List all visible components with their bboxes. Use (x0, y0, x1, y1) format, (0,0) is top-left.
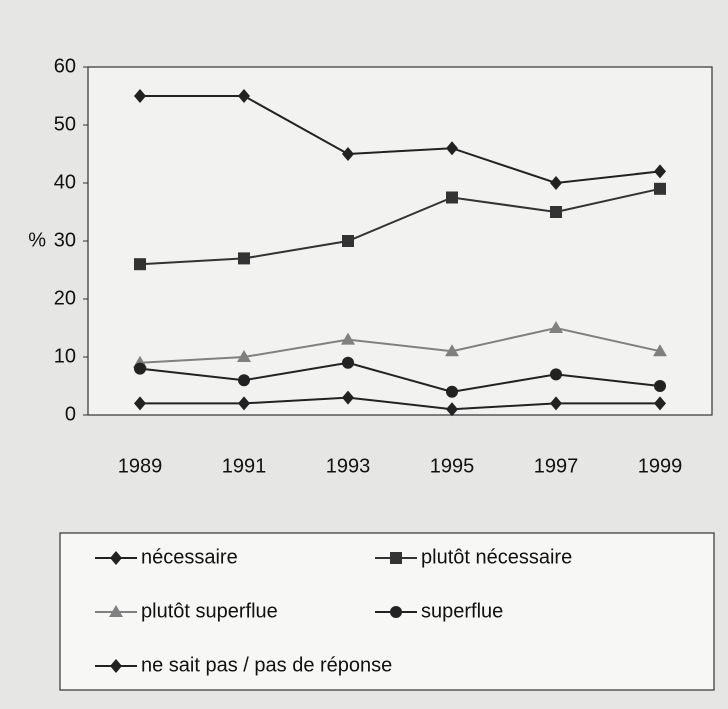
y-tick-label: 60 (54, 55, 76, 77)
y-tick-label: 40 (54, 171, 76, 193)
marker (446, 141, 458, 156)
marker (342, 235, 354, 247)
marker (550, 176, 562, 190)
marker (654, 396, 666, 411)
marker (550, 206, 562, 218)
legend-label: plutôt superflue (141, 600, 278, 622)
marker (109, 605, 123, 617)
marker (446, 385, 458, 398)
marker (342, 147, 354, 161)
y-tick-label: 50 (54, 113, 76, 135)
marker (654, 164, 666, 179)
marker (134, 362, 146, 375)
x-tick-label: 1993 (326, 455, 371, 477)
marker (134, 258, 146, 271)
marker (390, 606, 402, 618)
marker (549, 321, 563, 333)
legend-label: ne sait pas / pas de réponse (141, 654, 392, 676)
legend-label: superflue (421, 600, 503, 622)
plot-area (87, 66, 713, 416)
marker (238, 89, 250, 103)
marker (342, 390, 354, 405)
marker (654, 182, 666, 195)
marker (550, 368, 562, 381)
marker (134, 396, 146, 411)
marker (446, 191, 458, 204)
y-tick-label: 0 (65, 403, 76, 425)
marker (654, 380, 666, 392)
x-tick-label: 1989 (118, 455, 163, 477)
series-line (139, 187, 661, 266)
marker (550, 396, 562, 411)
marker (238, 374, 250, 387)
marker (238, 252, 250, 265)
y-tick-label: 30 (54, 229, 76, 251)
legend-label: plutôt nécessaire (421, 546, 572, 568)
series-line (139, 361, 661, 393)
marker (445, 344, 459, 357)
x-tick-label: 1995 (430, 455, 475, 477)
marker (342, 356, 354, 369)
marker (653, 344, 667, 357)
x-tick-label: 1999 (638, 455, 683, 477)
legend-label: nécessaire (141, 546, 238, 568)
series-line (140, 95, 661, 185)
marker (238, 396, 250, 411)
series-line (140, 396, 660, 411)
marker (110, 551, 122, 565)
x-tick-label: 1991 (222, 455, 267, 477)
marker (237, 350, 251, 362)
y-tick-label: 20 (54, 287, 76, 309)
marker (390, 552, 402, 564)
marker (134, 89, 146, 103)
series-line (139, 326, 661, 364)
y-axis-label: % (28, 229, 46, 251)
marker (341, 332, 355, 345)
x-tick-label: 1997 (534, 455, 579, 477)
marker (110, 659, 122, 673)
y-tick-label: 10 (54, 345, 76, 367)
marker (446, 402, 458, 417)
